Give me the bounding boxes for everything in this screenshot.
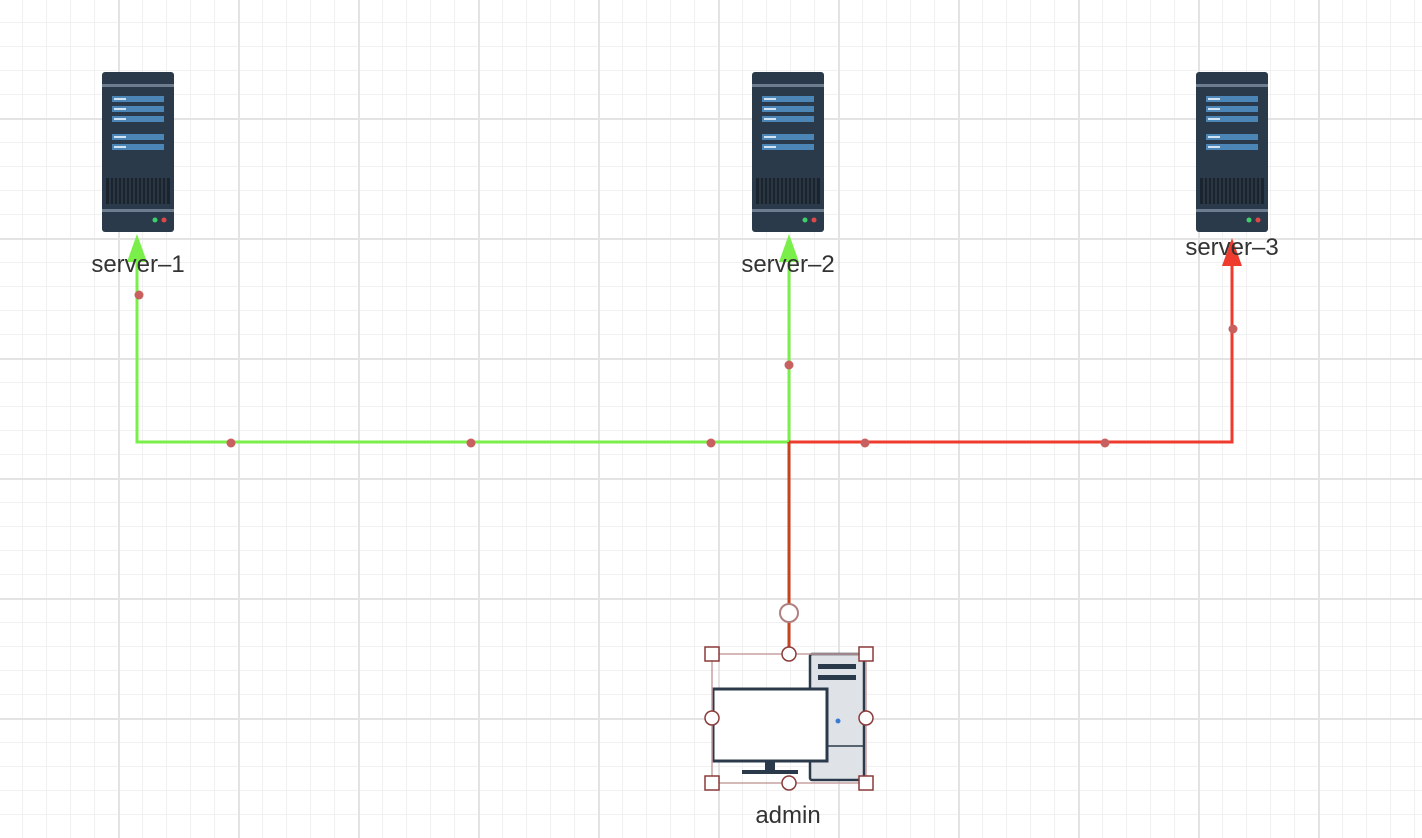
rotate-handle[interactable] xyxy=(779,603,799,623)
server-tower-icon xyxy=(751,71,825,233)
arrowhead-icon xyxy=(1222,238,1242,266)
node-label-admin: admin xyxy=(755,802,820,829)
node-label-server-1: server–1 xyxy=(91,251,184,278)
resize-handle-se[interactable] xyxy=(858,775,874,791)
connection-point-right[interactable] xyxy=(858,710,874,726)
desktop-computer-icon xyxy=(711,652,866,782)
waypoint-handle[interactable] xyxy=(784,360,794,370)
node-admin[interactable]: admin xyxy=(704,603,874,829)
server-tower-icon xyxy=(101,71,175,233)
arrowhead-icon xyxy=(127,234,147,262)
waypoint-handle[interactable] xyxy=(1228,324,1238,334)
resize-handle-sw[interactable] xyxy=(704,775,720,791)
waypoint-handle[interactable] xyxy=(706,438,716,448)
waypoint-handle[interactable] xyxy=(226,438,236,448)
waypoint-handle[interactable] xyxy=(134,290,144,300)
resize-handle-nw[interactable] xyxy=(704,646,720,662)
arrowhead-icon xyxy=(779,234,799,262)
connection-point-bottom[interactable] xyxy=(781,775,797,791)
edge-waypoints[interactable] xyxy=(134,290,1238,448)
node-server-1[interactable]: server–1 xyxy=(91,71,185,278)
waypoint-handle[interactable] xyxy=(466,438,476,448)
resize-handle-ne[interactable] xyxy=(858,646,874,662)
node-label-server-2: server–2 xyxy=(741,251,834,278)
node-server-2[interactable]: server–2 xyxy=(741,71,835,278)
connection-point-top[interactable] xyxy=(781,646,797,662)
waypoint-handle[interactable] xyxy=(860,438,870,448)
node-server-3[interactable]: server–3 xyxy=(1185,71,1279,261)
selection-box[interactable] xyxy=(704,603,874,791)
edge-admin-server-2[interactable] xyxy=(779,234,799,442)
connection-point-left[interactable] xyxy=(704,710,720,726)
edge-admin-server-3[interactable] xyxy=(789,238,1242,444)
server-tower-icon xyxy=(1195,71,1269,233)
waypoint-handle[interactable] xyxy=(1100,438,1110,448)
edge-admin-server-1[interactable] xyxy=(127,234,789,444)
node-label-server-3: server–3 xyxy=(1185,234,1278,261)
